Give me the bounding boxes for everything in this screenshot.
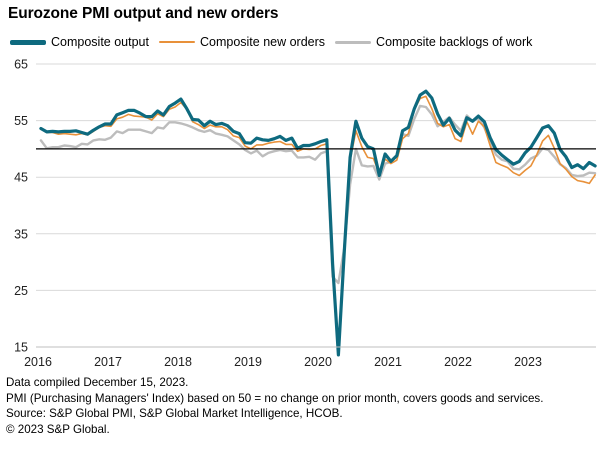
y-tick-label-55: 55 [14, 114, 28, 128]
chart-title: Eurozone PMI output and new orders [8, 5, 279, 22]
y-axis-tick-labels: 15 25 35 45 55 65 [14, 58, 28, 355]
y-tick-label-45: 45 [14, 171, 28, 185]
x-tick-label-2022: 2022 [444, 355, 472, 369]
series-lines [39, 89, 597, 357]
x-tick-label-2020: 2020 [304, 355, 332, 369]
legend: Composite output Composite new orders Co… [10, 35, 542, 49]
x-tick-label-2017: 2017 [94, 355, 122, 369]
y-tick-label-25: 25 [14, 284, 28, 298]
grid-lines [36, 63, 596, 348]
legend-label-composite-backlogs: Composite backlogs of work [376, 35, 533, 49]
footnote-date: Data compiled December 15, 2023. [6, 376, 189, 389]
x-tick-label-2023: 2023 [514, 355, 542, 369]
legend-swatch-composite-output [10, 39, 46, 45]
legend-label-composite-output: Composite output [51, 35, 149, 49]
footnote-definition: PMI (Purchasing Managers' Index) based o… [6, 391, 544, 405]
x-tick-label-2019: 2019 [234, 355, 262, 369]
legend-swatch-composite-backlogs [335, 40, 372, 44]
legend-label-composite-new-orders: Composite new orders [199, 35, 326, 49]
footnote-copyright: © 2023 S&P Global. [6, 422, 110, 436]
legend-item-composite-output: Composite output [10, 35, 149, 49]
series-line-composite-output [39, 89, 597, 357]
x-tick-label-2018: 2018 [164, 355, 192, 369]
x-axis-tick-labels: 2016 2017 2018 2019 2020 2021 2022 2023 [24, 355, 542, 369]
legend-item-composite-backlogs: Composite backlogs of work [335, 35, 532, 49]
footnote-source: Source: S&P Global PMI, S&P Global Marke… [6, 407, 343, 421]
legend-swatch-composite-new-orders [158, 41, 195, 43]
footnotes: Data compiled December 15, 2023. PMI (Pu… [6, 375, 543, 437]
y-tick-label-35: 35 [14, 227, 28, 241]
x-tick-label-2016: 2016 [24, 355, 52, 369]
y-tick-label-65: 65 [14, 58, 28, 72]
y-tick-label-15: 15 [14, 341, 28, 355]
series-line-composite-new-orders [40, 95, 596, 352]
x-tick-label-2021: 2021 [374, 355, 402, 369]
legend-item-composite-new-orders: Composite new orders [158, 35, 326, 49]
series-line-composite-backlogs-of-work [39, 104, 597, 285]
